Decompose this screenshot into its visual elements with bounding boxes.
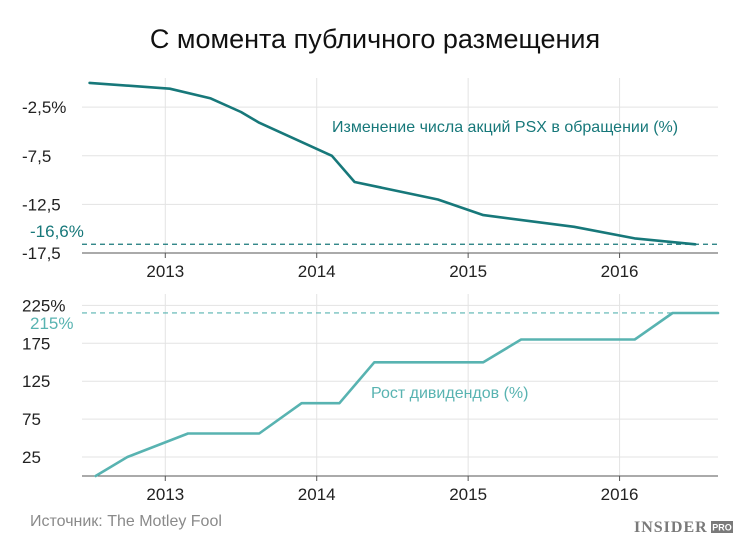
dividends-series-label: Рост дивидендов (%): [371, 385, 528, 402]
shares-series-line: [88, 81, 697, 246]
dividends-x-tick-label: 2014: [298, 485, 336, 504]
dividends-y-tick-label: 225%: [22, 296, 65, 315]
dividends-reference-label: 215%: [30, 314, 73, 333]
dividends-series-line: [94, 311, 720, 478]
shares-y-tick-label: -17,5: [22, 244, 61, 263]
dividends-y-tick-label: 125: [22, 372, 50, 391]
dividends-y-tick-label: 25: [22, 448, 41, 467]
shares-y-tick-label: -2,5%: [22, 98, 66, 117]
source-note: Источник: The Motley Fool: [30, 513, 222, 530]
dividends-y-tick-label: 75: [22, 410, 41, 429]
logo-text: INSIDER: [634, 519, 708, 536]
logo-badge: [711, 521, 733, 533]
shares-series-label: Изменение числа акций PSX в обращении (%…: [332, 119, 678, 136]
dividends-x-tick-label: 2015: [449, 485, 487, 504]
logo-badge-text: PRO: [712, 523, 732, 533]
shares-y-tick-label: -12,5: [22, 195, 61, 214]
insider-pro-logo: INSIDER PRO: [634, 519, 733, 536]
shares-x-tick-label: 2016: [601, 262, 639, 281]
shares-y-tick-label: -7,5: [22, 147, 51, 166]
shares-panel: -2,5% -7,5 -12,5 -17,5 2013 2014 2015 2016 -16,6…: [22, 78, 718, 281]
dividends-x-tick-label: 2016: [601, 485, 639, 504]
shares-x-tick-label: 2013: [146, 262, 184, 281]
shares-x-tick-label: 2014: [298, 262, 336, 281]
dividends-y-tick-label: 175: [22, 334, 50, 353]
dividends-x-tick-label: 2013: [146, 485, 184, 504]
chart-title: С момента публичного размещения: [150, 24, 600, 54]
shares-x-tick-label: 2015: [449, 262, 487, 281]
dividends-panel: 225% 175 125 75 25 2013 2014 2015 2016 215% Рост д…: [22, 294, 720, 504]
shares-reference-label: -16,6%: [30, 222, 84, 241]
